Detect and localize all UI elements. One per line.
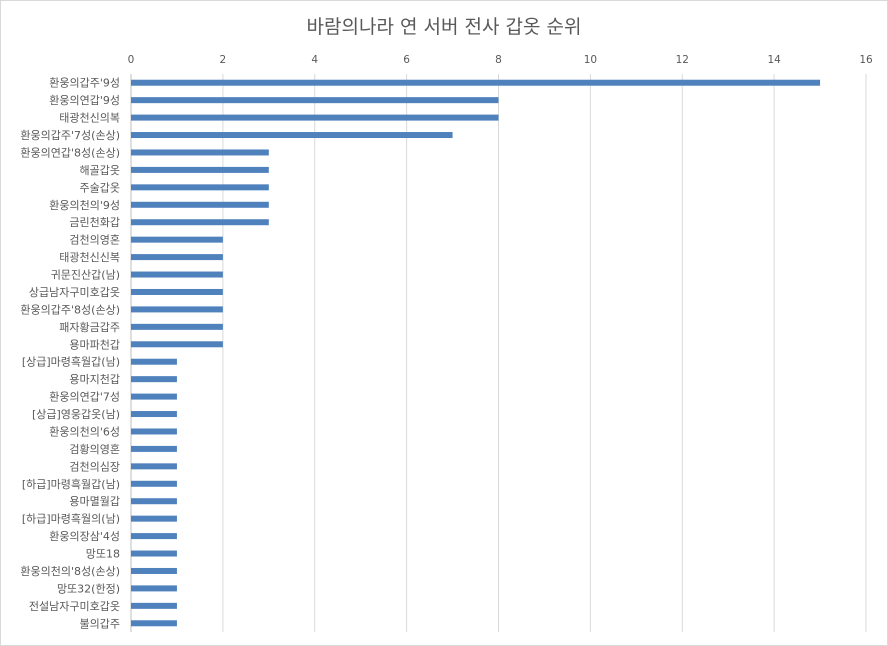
category-label: 환웅의천의'8성(손상): [20, 564, 120, 578]
x-tick-label: 0: [128, 54, 135, 66]
category-label: 용마멸월갑: [69, 495, 120, 508]
category-label: 전설남자구미호갑옷: [29, 600, 120, 613]
bar: [131, 341, 223, 348]
category-label: 상급남자구미호갑옷: [29, 286, 120, 299]
category-label: 해골갑옷: [80, 163, 120, 177]
bar: [131, 411, 177, 418]
category-label: 검천의영혼: [69, 233, 120, 247]
x-tick-label: 4: [311, 54, 318, 66]
category-label: 용마지천갑: [69, 372, 120, 386]
x-tick-label: 6: [403, 54, 410, 66]
category-label: 검황의영혼: [69, 443, 120, 456]
category-label: 환웅의갑주'9성: [49, 77, 120, 90]
x-tick-label: 16: [859, 54, 873, 66]
bar: [131, 254, 223, 261]
bar: [131, 498, 177, 505]
category-label: 환웅의갑주'7성(손상): [20, 129, 120, 142]
bar: [131, 79, 821, 86]
bar: [131, 445, 177, 452]
category-label: [하급]마령흑월의(남): [22, 512, 120, 526]
category-label: 환웅의연갑'7성: [49, 391, 120, 404]
bar: [131, 132, 453, 139]
bar: [131, 393, 177, 400]
bar: [131, 602, 177, 609]
category-label: 주술갑옷: [80, 181, 120, 194]
bar: [131, 323, 223, 330]
bar: [131, 236, 223, 243]
category-label: 용마파천갑: [69, 337, 120, 351]
x-tick-label: 14: [767, 54, 781, 66]
bar: [131, 114, 499, 121]
category-label: 검천의심장: [69, 459, 120, 473]
category-label: [하급]마령흑월갑(남): [22, 477, 120, 491]
category-label: 망또18: [86, 548, 120, 561]
x-tick-label: 2: [220, 54, 227, 66]
category-label: 환웅의장삼'4성: [49, 530, 120, 543]
bar: [131, 550, 177, 557]
bar: [131, 149, 269, 156]
bar: [131, 428, 177, 435]
category-label: 환웅의천의'9성: [49, 198, 120, 212]
category-label: 금린천화갑: [69, 215, 120, 229]
category-label: [상급]영웅갑옷(남): [32, 408, 120, 421]
bar: [131, 585, 177, 592]
bar: [131, 515, 177, 522]
bar: [131, 184, 269, 191]
bar: [131, 201, 269, 208]
bar: [131, 219, 269, 226]
bar: [131, 567, 177, 574]
bar: [131, 306, 223, 313]
bar: [131, 288, 223, 295]
chart-title: 바람의나라 연 서버 전사 갑옷 순위: [306, 16, 582, 38]
category-label: 망또32(한정): [57, 582, 120, 595]
bar: [131, 97, 499, 104]
category-label: 태광천신신복: [59, 250, 120, 264]
bar: [131, 533, 177, 540]
bar: [131, 620, 177, 627]
x-tick-label: 12: [676, 54, 689, 66]
category-label: 환웅의갑주'8성(손상): [20, 303, 120, 316]
x-tick-label: 8: [495, 54, 502, 66]
category-label: 패자황금갑주: [59, 321, 120, 334]
bar: [131, 358, 177, 365]
x-tick-label: 10: [584, 54, 597, 66]
category-label: 환웅의연갑'8성(손상): [20, 146, 120, 159]
bar: [131, 463, 177, 470]
category-label: 귀문진산갑(남): [51, 269, 120, 282]
category-label: 태광천신의복: [59, 111, 120, 125]
category-label: 환웅의천의'6성: [49, 424, 120, 438]
bar: [131, 271, 223, 278]
bar: [131, 166, 269, 173]
bar: [131, 376, 177, 383]
category-label: 불의갑주: [80, 617, 120, 630]
category-label: 환웅의연갑'9성: [49, 94, 120, 107]
category-label: [상급]마령흑월갑(남): [22, 355, 120, 369]
bar: [131, 480, 177, 487]
